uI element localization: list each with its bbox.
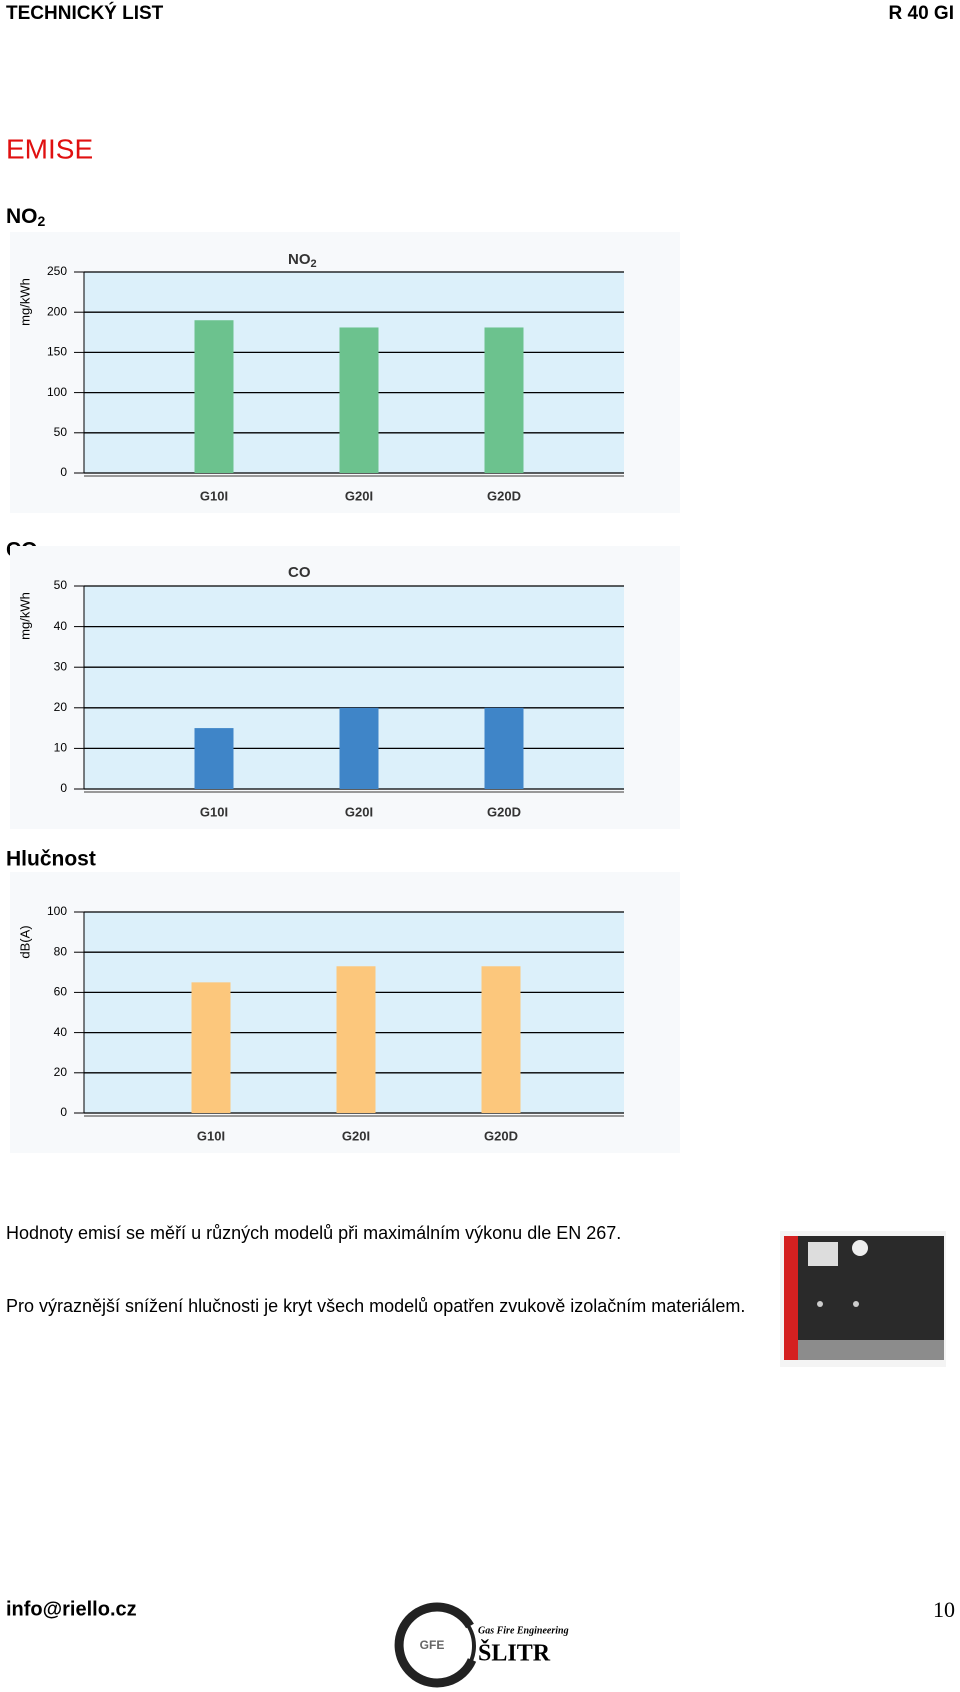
footer-email: info@riello.cz xyxy=(6,1598,137,1620)
y-tick-label: 150 xyxy=(47,345,67,359)
y-tick-label: 30 xyxy=(54,659,68,673)
heading: Hlučnost xyxy=(6,848,96,871)
x-tick-label: G20D xyxy=(484,1128,518,1143)
bar xyxy=(194,320,234,473)
x-tick-label: G10I xyxy=(197,1128,225,1143)
bar xyxy=(481,966,521,1113)
y-tick-label: 40 xyxy=(54,1025,68,1039)
header-right: R 40 GI xyxy=(889,3,954,24)
y-tick-label: 200 xyxy=(47,304,67,318)
y-tick-label: 0 xyxy=(60,781,67,795)
y-axis-label: dB(A) xyxy=(17,925,32,958)
x-tick-label: G10I xyxy=(200,804,228,819)
header-left: TECHNICKÝ LIST xyxy=(6,2,164,24)
x-tick-label: G20I xyxy=(345,804,373,819)
bar xyxy=(339,327,379,473)
heading-subscript: 2 xyxy=(38,213,46,229)
chart-title-text: CO xyxy=(288,564,311,581)
chart-title-subscript: 2 xyxy=(311,258,317,270)
bar xyxy=(336,966,376,1113)
heading-text: NO xyxy=(6,205,38,228)
bar xyxy=(484,707,524,789)
y-tick-label: 50 xyxy=(54,425,68,439)
page-number: 10 xyxy=(933,1597,955,1622)
y-tick-label: 10 xyxy=(54,741,68,755)
section-title: EMISE xyxy=(6,133,93,164)
logo-name: ŠLITR xyxy=(478,1640,551,1667)
y-tick-label: 100 xyxy=(47,385,67,399)
x-tick-label: G20I xyxy=(342,1128,370,1143)
y-tick-label: 20 xyxy=(54,700,68,714)
photo xyxy=(780,1231,946,1367)
y-tick-label: 50 xyxy=(54,578,68,592)
x-tick-label: G10I xyxy=(200,488,228,503)
y-tick-label: 80 xyxy=(54,944,68,958)
logo-tagline: Gas Fire Engineering xyxy=(478,1625,569,1636)
logo: GFE Gas Fire Engineering ŠLITR xyxy=(394,1602,569,1688)
y-tick-label: 60 xyxy=(54,985,68,999)
chart-title: CO xyxy=(288,564,311,581)
y-tick-label: 0 xyxy=(60,1105,67,1119)
bar xyxy=(339,707,379,789)
logo-mark: GFE xyxy=(420,1638,445,1652)
y-tick-label: 100 xyxy=(47,904,67,918)
y-tick-label: 40 xyxy=(54,619,68,633)
bar xyxy=(191,982,231,1113)
y-tick-label: 250 xyxy=(47,264,67,278)
bar xyxy=(194,728,234,789)
y-axis-label: mg/kWh xyxy=(17,592,32,640)
paragraph: Pro výraznější snížení hlučnosti je kryt… xyxy=(6,1296,746,1316)
y-tick-label: 0 xyxy=(60,465,67,479)
y-tick-label: 20 xyxy=(54,1065,68,1079)
paragraph: Hodnoty emisí se měří u různých modelů p… xyxy=(6,1223,622,1243)
chart-title-text: NO xyxy=(288,251,311,268)
x-tick-label: G20D xyxy=(487,804,521,819)
heading: NO2 xyxy=(6,205,46,229)
x-tick-label: G20I xyxy=(345,488,373,503)
x-tick-label: G20D xyxy=(487,488,521,503)
bar xyxy=(484,327,524,473)
chart-title: NO2 xyxy=(288,251,317,270)
y-axis-label: mg/kWh xyxy=(17,278,32,326)
